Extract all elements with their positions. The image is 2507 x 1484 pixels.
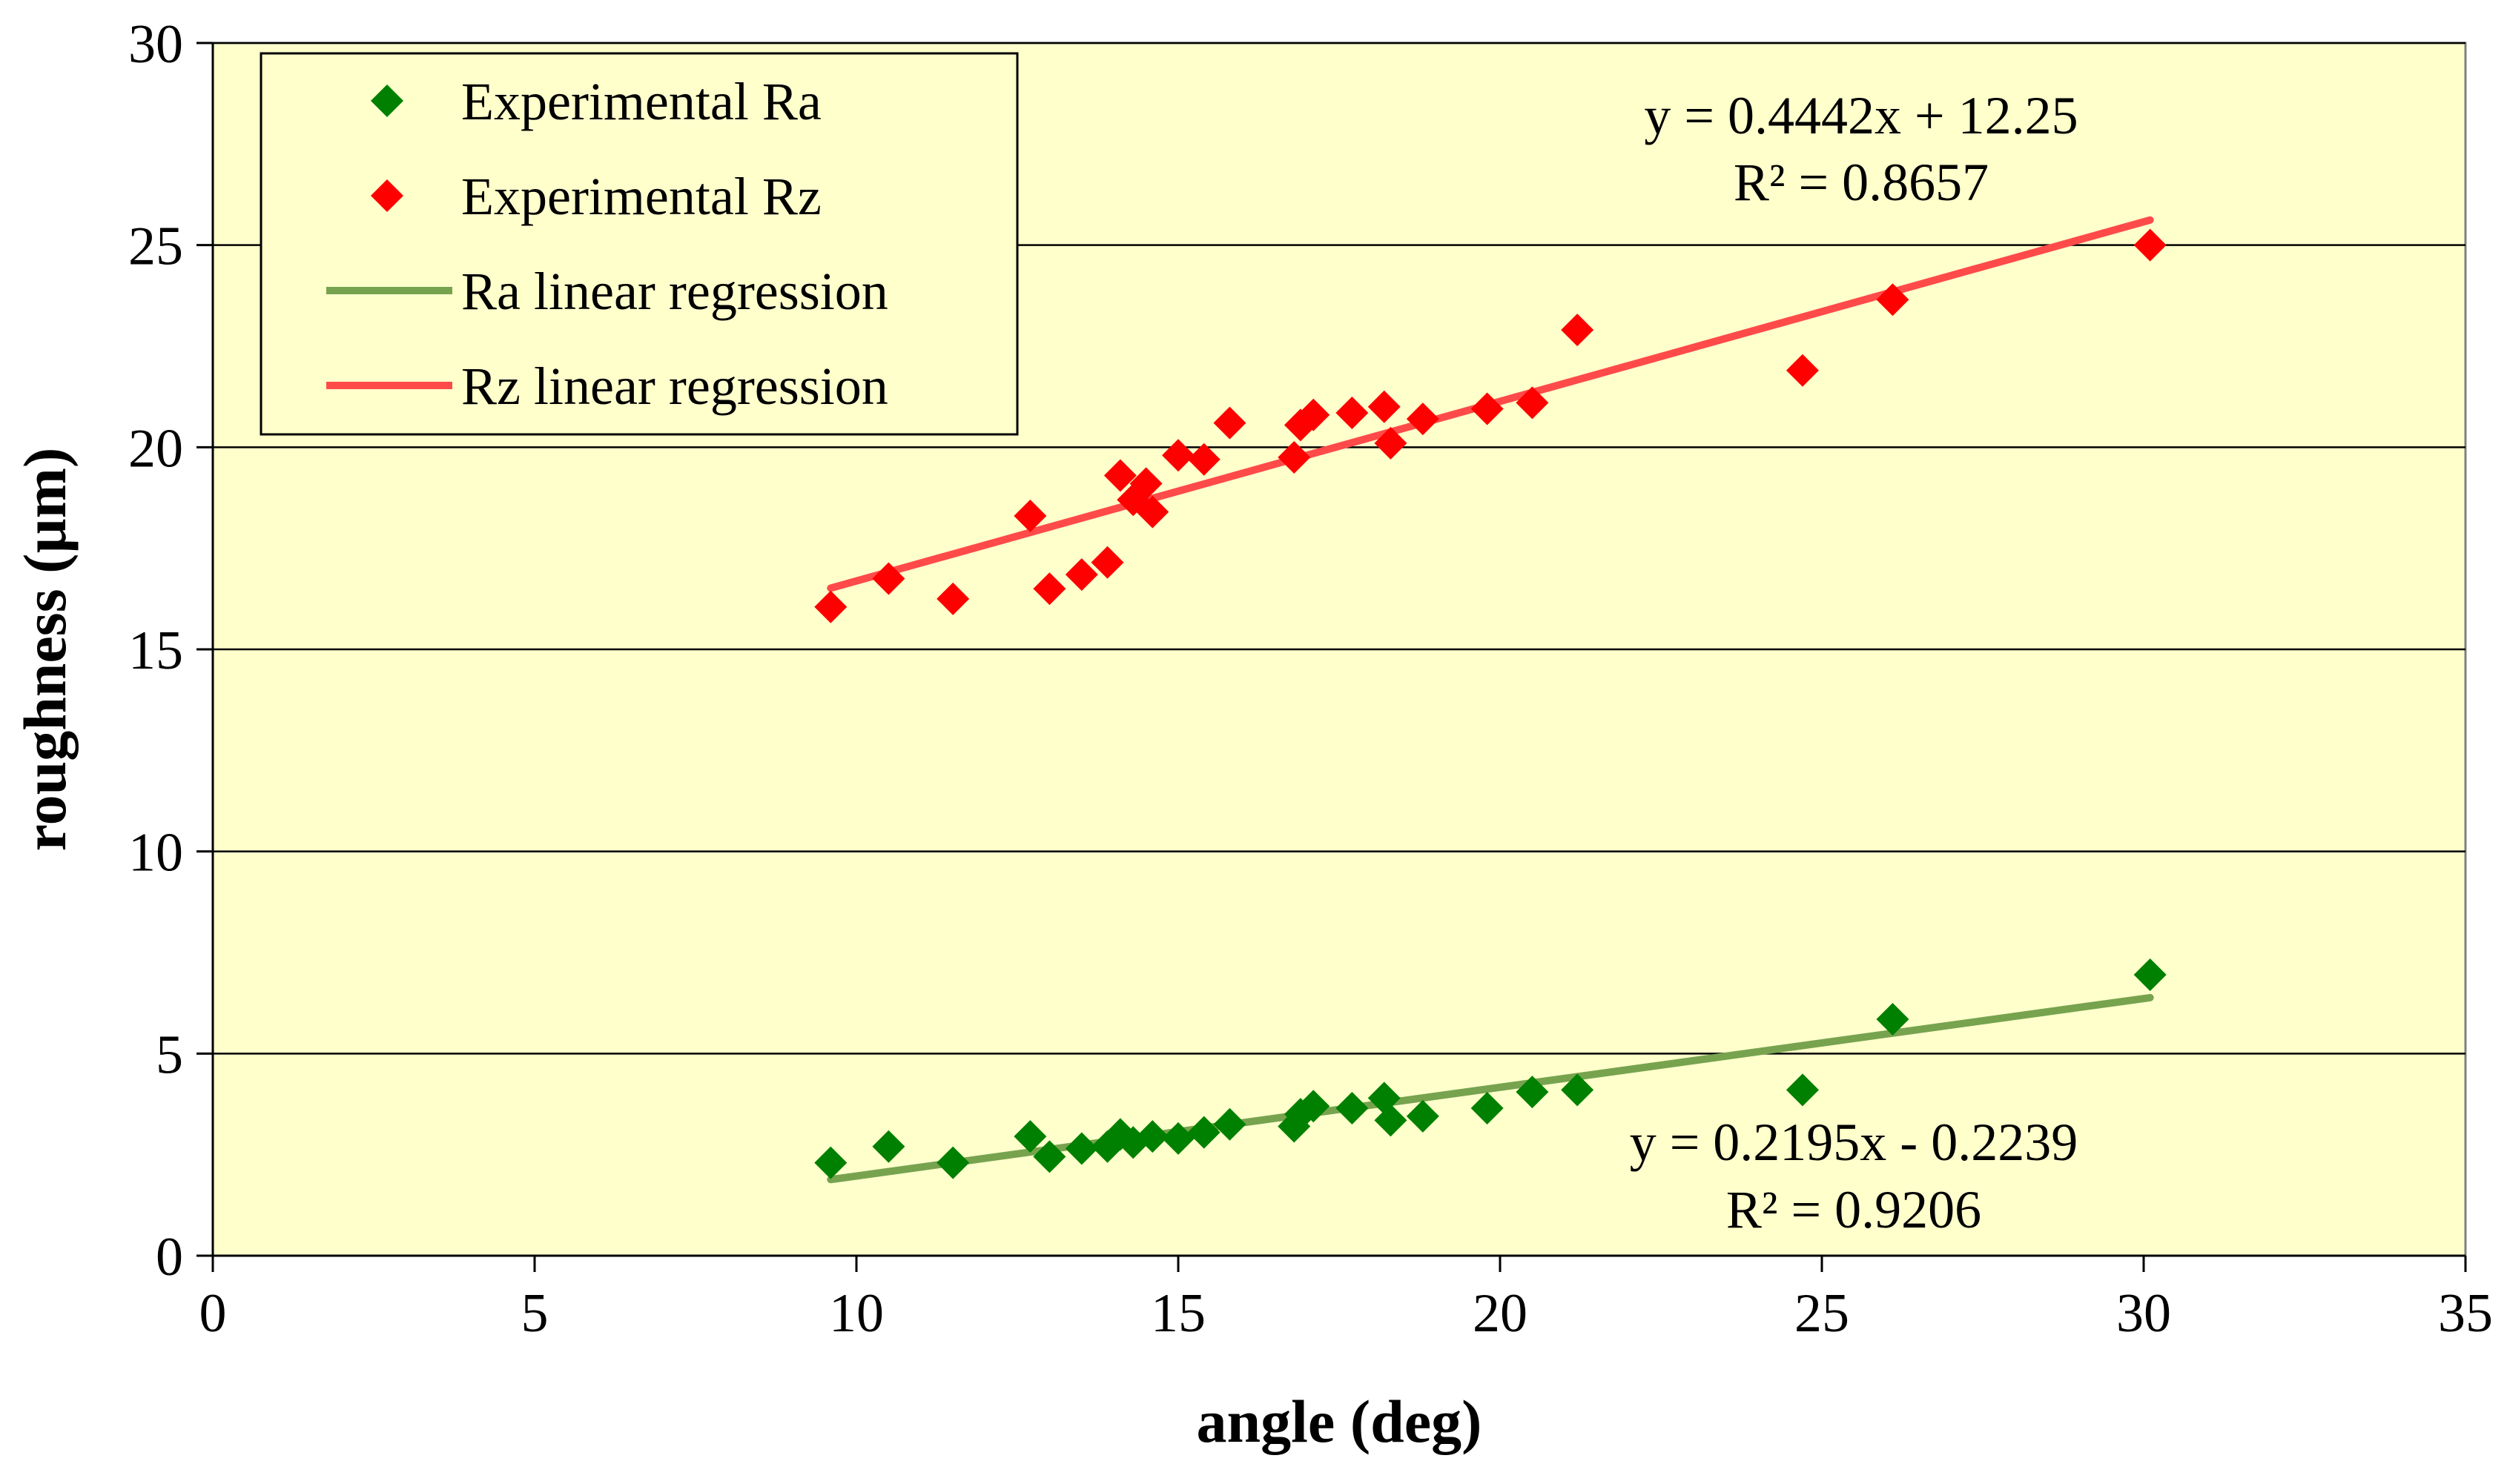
regression-equations: y = 0.2195x - 0.2239 R² = 0.9206 y = 0.444… (1630, 86, 2078, 1239)
experimental-ra-point-1 (872, 1130, 905, 1163)
experimental-ra-point-15 (1297, 1090, 1330, 1123)
experimental-ra-point-18 (1374, 1104, 1407, 1137)
y-tick-label-15: 15 (128, 620, 183, 681)
experimental-ra-point-11 (1187, 1116, 1221, 1149)
legend-swatch-experimental-rz (371, 179, 403, 212)
experimental-rz-point-7 (1103, 459, 1137, 492)
x-tick-label-20: 20 (1473, 1283, 1527, 1344)
legend-swatch-experimental-ra (371, 85, 403, 117)
experimental-ra-point-2 (937, 1146, 970, 1179)
legend-label-experimental-rz: Experimental Rz (461, 167, 822, 226)
experimental-ra-point-19 (1406, 1099, 1439, 1133)
experimental-rz-point-13 (1213, 406, 1246, 440)
x-tick-label-10: 10 (829, 1283, 884, 1344)
experimental-rz-point-25 (1876, 283, 1909, 317)
axes: 0 5 10 15 20 25 30 0 5 10 15 20 25 30 35 (128, 14, 2493, 1344)
y-tick-label-20: 20 (128, 418, 183, 479)
experimental-rz-point-2 (937, 582, 970, 615)
x-tick-label-30: 30 (2116, 1283, 2171, 1344)
experimental-rz-point-1 (872, 562, 905, 595)
experimental-rz-point-17 (1335, 396, 1369, 429)
experimental-rz-point-24 (1786, 354, 1819, 387)
experimental-rz-point-10 (1136, 495, 1169, 529)
y-tick-label-25: 25 (128, 216, 183, 277)
y-tick-label-0: 0 (156, 1227, 183, 1288)
experimental-ra-point-16 (1335, 1091, 1369, 1124)
experimental-ra-point-23 (1786, 1073, 1819, 1107)
experimental-ra-point-5 (1065, 1132, 1098, 1165)
y-tick-label-10: 10 (128, 823, 183, 884)
legend-label-ra-linear-regression: Ra linear regression (461, 262, 888, 321)
experimental-rz-point-18 (1367, 390, 1401, 423)
experimental-ra-point-3 (1014, 1120, 1047, 1153)
legend-label-rz-linear-regression: Rz linear regression (461, 357, 888, 416)
x-tick-label-25: 25 (1794, 1283, 1849, 1344)
y-tick-label-5: 5 (156, 1024, 183, 1085)
rz-linear-regression-equation: y = 0.4442x + 12.25 (1644, 86, 2078, 145)
experimental-rz-point-22 (1516, 386, 1549, 420)
experimental-rz-point-20 (1406, 403, 1439, 436)
rz-linear-regression-r-squared: R² = 0.8657 (1734, 153, 1989, 212)
experimental-ra-point-10 (1162, 1122, 1195, 1155)
experimental-rz-point-0 (814, 590, 848, 623)
experimental-rz-point-9 (1129, 467, 1163, 500)
legend-label-experimental-ra: Experimental Ra (461, 72, 822, 131)
experimental-rz-point-14 (1278, 440, 1311, 474)
experimental-ra-point-0 (814, 1146, 848, 1179)
x-tick-label-15: 15 (1151, 1283, 1206, 1344)
experimental-rz-point-23 (1561, 314, 1594, 347)
experimental-rz-point-11 (1162, 439, 1195, 472)
x-tick-label-35: 35 (2438, 1283, 2493, 1344)
experimental-ra-point-20 (1470, 1091, 1504, 1124)
data-points (814, 228, 2167, 1179)
experimental-rz-point-5 (1065, 558, 1098, 592)
y-axis-title: roughness (µm) (11, 448, 79, 852)
ra-linear-regression-equation: y = 0.2195x - 0.2239 (1630, 1113, 2078, 1172)
experimental-ra-point-4 (1033, 1140, 1066, 1173)
experimental-rz-point-6 (1091, 546, 1124, 579)
experimental-ra-point-22 (1561, 1073, 1594, 1107)
ra-linear-regression-r-squared: R² = 0.9206 (1726, 1180, 1981, 1239)
experimental-ra-point-21 (1516, 1076, 1549, 1109)
y-tick-label-30: 30 (128, 14, 183, 75)
legend: Experimental Ra Experimental Rz Ra linear … (260, 52, 1019, 436)
experimental-rz-point-16 (1297, 398, 1330, 431)
experimental-ra-point-12 (1213, 1107, 1246, 1141)
experimental-rz-point-19 (1374, 426, 1407, 460)
experimental-rz-point-21 (1470, 392, 1504, 425)
experimental-rz-point-4 (1033, 572, 1066, 606)
experimental-rz-point-12 (1187, 443, 1221, 476)
experimental-ra-point-9 (1136, 1120, 1169, 1153)
x-tick-label-0: 0 (199, 1283, 227, 1344)
experimental-ra-point-25 (2133, 958, 2167, 991)
experimental-rz-point-3 (1014, 500, 1047, 533)
experimental-rz-point-26 (2133, 228, 2167, 262)
experimental-ra-point-24 (1876, 1002, 1909, 1036)
x-axis-title: angle (deg) (1197, 1388, 1482, 1455)
x-tick-label-5: 5 (521, 1283, 549, 1344)
